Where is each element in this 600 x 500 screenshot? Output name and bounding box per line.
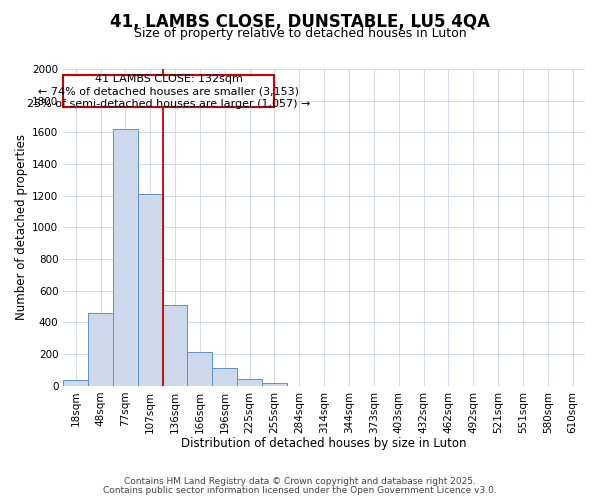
Bar [163, 305, 187, 386]
Bar [187, 352, 212, 386]
Bar [138, 194, 163, 386]
Y-axis label: Number of detached properties: Number of detached properties [15, 134, 28, 320]
Text: 41 LAMBS CLOSE: 132sqm: 41 LAMBS CLOSE: 132sqm [95, 74, 243, 84]
Text: Contains HM Land Registry data © Crown copyright and database right 2025.: Contains HM Land Registry data © Crown c… [124, 477, 476, 486]
Text: ← 74% of detached houses are smaller (3,153): ← 74% of detached houses are smaller (3,… [38, 86, 299, 96]
Text: Size of property relative to detached houses in Luton: Size of property relative to detached ho… [134, 28, 466, 40]
Bar [63, 380, 88, 386]
Bar [262, 382, 287, 386]
Bar [113, 129, 138, 386]
Text: 25% of semi-detached houses are larger (1,057) →: 25% of semi-detached houses are larger (… [27, 98, 311, 108]
Text: Contains public sector information licensed under the Open Government Licence v3: Contains public sector information licen… [103, 486, 497, 495]
Bar [237, 378, 262, 386]
Bar [212, 368, 237, 386]
X-axis label: Distribution of detached houses by size in Luton: Distribution of detached houses by size … [181, 437, 467, 450]
Bar [88, 313, 113, 386]
Text: 41, LAMBS CLOSE, DUNSTABLE, LU5 4QA: 41, LAMBS CLOSE, DUNSTABLE, LU5 4QA [110, 12, 490, 30]
